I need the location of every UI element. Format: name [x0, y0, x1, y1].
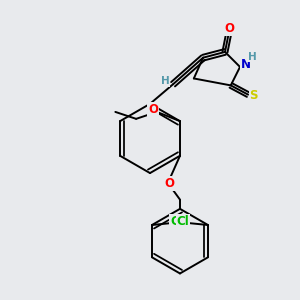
Text: N: N	[241, 58, 251, 71]
Text: O: O	[148, 103, 158, 116]
Text: H: H	[248, 52, 257, 61]
Text: H: H	[160, 76, 169, 86]
Text: Cl: Cl	[170, 215, 183, 228]
Text: O: O	[165, 177, 175, 190]
Text: O: O	[225, 22, 235, 35]
Text: Cl: Cl	[177, 215, 190, 228]
Text: S: S	[250, 89, 258, 102]
